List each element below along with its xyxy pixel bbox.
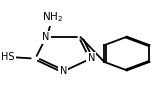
Text: NH$_2$: NH$_2$ [42,10,63,24]
Text: N: N [42,32,50,42]
Text: N: N [60,66,67,76]
Text: N: N [87,53,95,63]
Text: HS: HS [1,52,14,62]
